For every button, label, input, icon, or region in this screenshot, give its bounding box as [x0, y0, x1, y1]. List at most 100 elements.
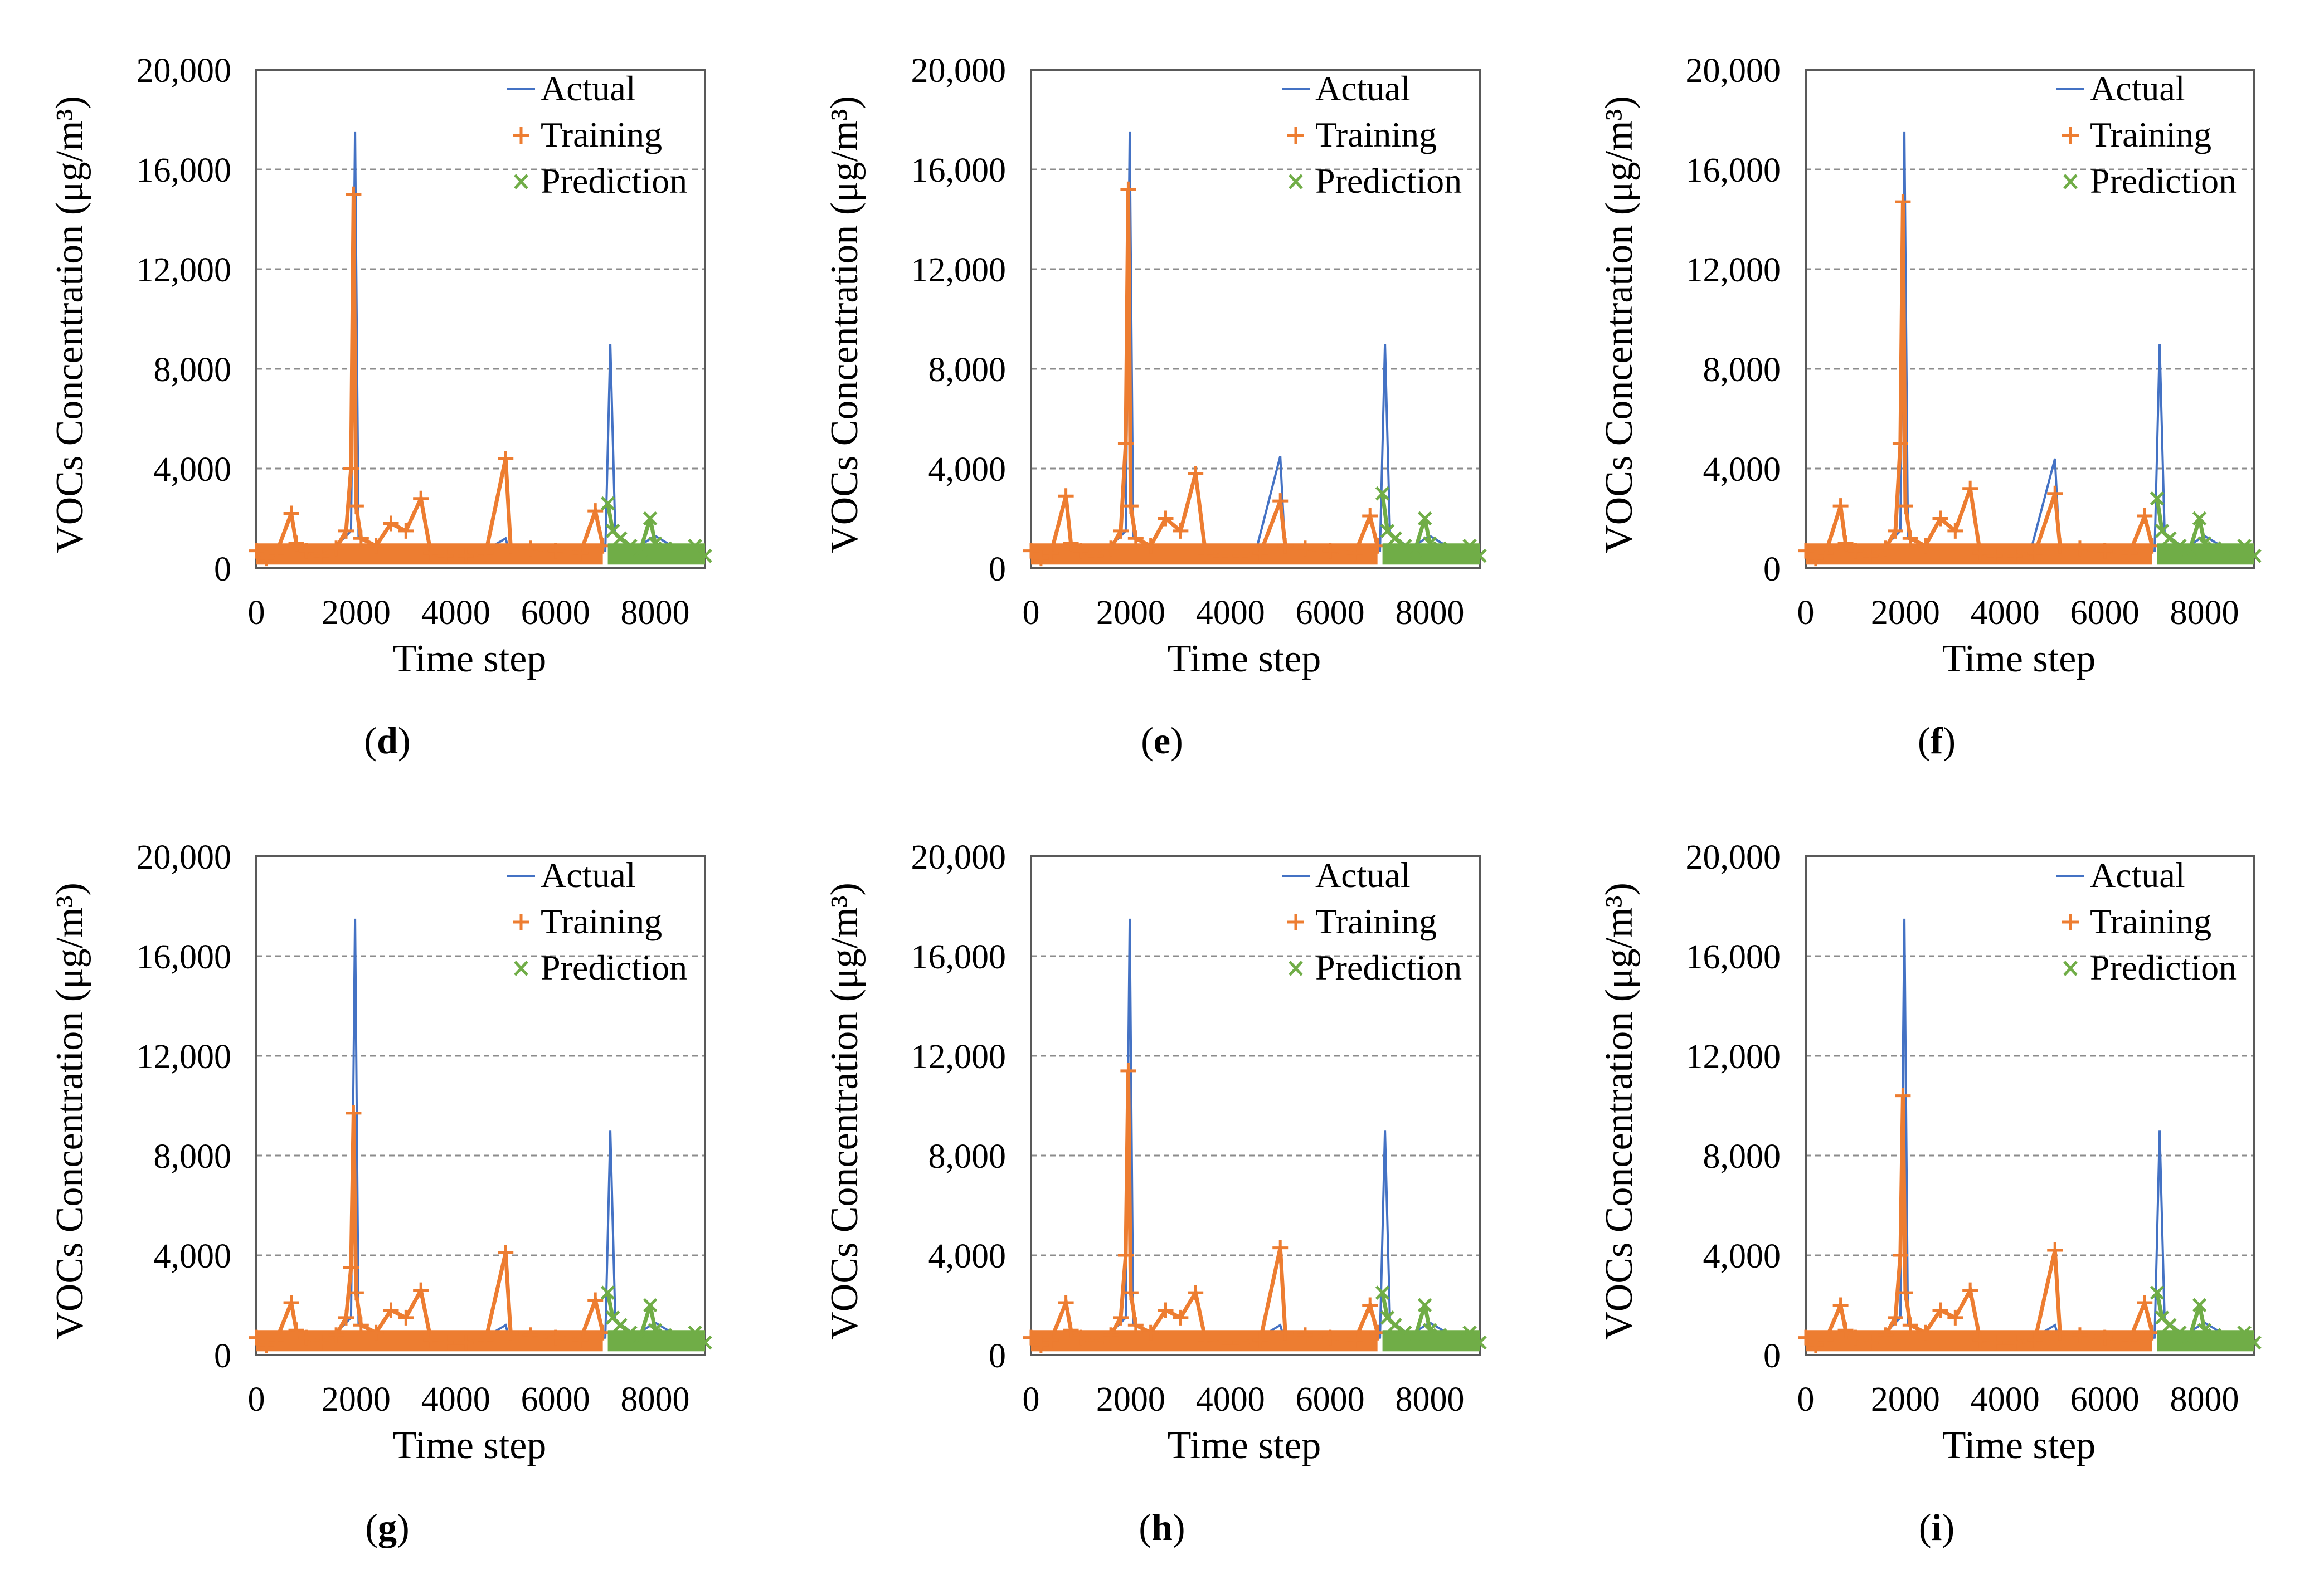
training-marker: [2137, 508, 2153, 524]
plot-area: [1030, 69, 1481, 569]
training-marker: [2072, 1327, 2088, 1343]
training-marker: [522, 540, 538, 557]
prediction-marker: [2150, 491, 2165, 506]
series-training-line: [255, 194, 605, 561]
series-training-line: [1804, 1095, 2154, 1348]
training-marker: [1117, 1247, 1134, 1263]
prediction-marker: [1407, 543, 1422, 558]
prediction-marker: [1398, 1325, 1412, 1340]
prediction-marker: [1447, 546, 1462, 561]
training-marker: [1058, 488, 1074, 504]
x-tick-label: 2000: [1096, 1381, 1165, 1419]
training-marker: [1033, 1337, 1049, 1353]
training-marker: [258, 550, 274, 567]
x-tick-label: 6000: [521, 1381, 590, 1419]
x-tick-label: 2000: [322, 594, 391, 632]
training-marker: [383, 515, 399, 532]
training-marker: [1962, 1282, 1978, 1298]
y-tick-label: 4,000: [154, 1237, 232, 1275]
training-marker: [458, 1334, 474, 1351]
training-marker: [1142, 1324, 1159, 1341]
x-tick-label: 0: [1023, 1381, 1040, 1419]
chart-svg: 0 4,000 8,000 12,000 16,000 20,000 0 2000 4000 60…: [48, 839, 712, 1467]
prediction-marker: [1447, 1333, 1462, 1347]
x-axis-title: Time step: [1942, 1424, 2096, 1467]
legend-label-training: Training: [1315, 901, 1437, 941]
training-marker: [1863, 1334, 1879, 1351]
training-marker: [1837, 1322, 1854, 1338]
training-marker: [437, 1334, 454, 1351]
training-marker: [1832, 498, 1849, 514]
prediction-marker: [648, 536, 663, 551]
prediction-marker: [1432, 1328, 1447, 1342]
prediction-marker: [2162, 1318, 2177, 1333]
training-marker: [249, 543, 264, 559]
y-tick-label: 0: [1763, 1337, 1781, 1375]
training-marker: [1272, 1240, 1289, 1256]
training-marker: [1892, 1247, 1908, 1263]
training-marker: [2052, 538, 2068, 554]
y-tick-label: 20,000: [911, 52, 1007, 90]
legend-label-actual: Actual: [2090, 69, 2185, 108]
x-tick-label: 4000: [421, 1381, 490, 1419]
training-marker: [1113, 1309, 1129, 1326]
y-tick-label: 4,000: [154, 451, 232, 489]
legend-prediction-swatch: [1289, 961, 1303, 976]
prediction-marker: [1417, 1298, 1432, 1313]
training-marker: [383, 1302, 399, 1318]
training-marker: [1962, 480, 1978, 496]
y-tick-label: 0: [989, 550, 1006, 588]
x-tick-label: 6000: [2070, 1381, 2140, 1419]
legend-label-training: Training: [541, 115, 662, 154]
legend-label-training: Training: [541, 901, 662, 941]
training-marker: [458, 548, 474, 564]
prediction-marker: [1398, 538, 1412, 553]
y-tick-label: 12,000: [1686, 251, 1781, 289]
y-axis-title: VOCs Concentration (μg/m³): [48, 96, 91, 553]
legend-label-actual: Actual: [2090, 855, 2185, 895]
training-marker: [268, 545, 284, 562]
training-marker: [522, 1327, 538, 1343]
chart-panel-d: 0 4,000 8,000 12,000 16,000 20,000 0 2000 4000 60…: [0, 0, 775, 787]
training-marker: [1895, 194, 1911, 210]
plot-area: [255, 69, 706, 569]
training-marker: [1322, 543, 1338, 559]
training-marker: [1932, 1302, 1948, 1318]
training-marker: [1347, 545, 1363, 562]
training-marker: [1947, 523, 1963, 539]
training-marker: [1073, 1329, 1089, 1346]
prediction-marker: [648, 1323, 663, 1338]
training-marker: [2097, 543, 2113, 559]
legend-label-prediction: Prediction: [541, 161, 687, 201]
x-tick-label: 0: [1797, 1381, 1815, 1419]
prediction-marker: [2192, 511, 2207, 526]
prediction-marker: [2207, 541, 2222, 555]
x-tick-label: 2000: [1096, 594, 1165, 632]
training-marker: [1063, 535, 1079, 552]
legend-label-prediction: Prediction: [541, 948, 687, 987]
chart-svg: 0 4,000 8,000 12,000 16,000 20,000 0 2000 4000 60…: [1598, 839, 2262, 1467]
panel-letter: f: [1930, 719, 1943, 762]
training-marker: [1158, 1302, 1174, 1318]
training-marker: [1322, 1329, 1338, 1346]
training-marker: [1837, 535, 1854, 552]
training-marker: [2052, 1324, 2068, 1341]
legend-label-prediction: Prediction: [1315, 161, 1462, 201]
prediction-marker: [658, 541, 673, 555]
y-tick-label: 12,000: [911, 1038, 1007, 1076]
x-tick-label: 4000: [1196, 1381, 1265, 1419]
training-marker: [283, 1295, 299, 1311]
training-marker: [1277, 1324, 1294, 1341]
prediction-marker: [1388, 531, 1402, 546]
prediction-marker: [673, 1333, 688, 1347]
y-axis-title: VOCs Concentration (μg/m³): [823, 96, 866, 553]
x-tick-label: 0: [248, 594, 265, 632]
training-marker: [572, 1332, 589, 1348]
panel-label: (g): [365, 1506, 410, 1548]
x-axis-title: Time step: [1168, 1424, 1321, 1467]
training-marker: [423, 1332, 439, 1348]
legend-label-prediction: Prediction: [2090, 161, 2237, 201]
x-axis-title: Time step: [393, 637, 547, 680]
x-tick-label: 6000: [2070, 594, 2140, 632]
legend-training-swatch: [2062, 127, 2079, 144]
